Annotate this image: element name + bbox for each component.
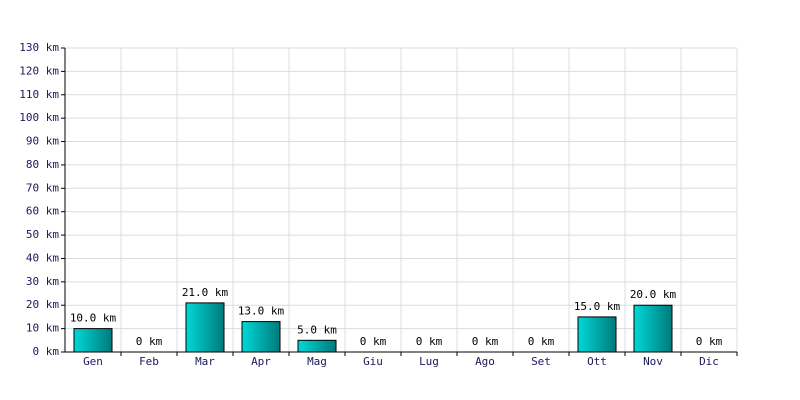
y-tick-label: 80 km: [26, 158, 59, 171]
value-label: 21.0 km: [182, 286, 229, 299]
value-label: 0 km: [472, 335, 499, 348]
x-tick-label: Giu: [363, 355, 383, 368]
value-label: 0 km: [360, 335, 387, 348]
x-tick-label: Dic: [699, 355, 719, 368]
x-tick-label: Feb: [139, 355, 159, 368]
y-tick-label: 110 km: [19, 88, 59, 101]
bar: [241, 321, 281, 353]
value-label: 0 km: [528, 335, 555, 348]
y-tick-label: 90 km: [26, 135, 59, 148]
y-tick-label: 70 km: [26, 181, 59, 194]
y-tick-label: 130 km: [19, 41, 59, 54]
y-tick-label: 100 km: [19, 111, 59, 124]
value-label: 0 km: [416, 335, 443, 348]
x-tick-label: Apr: [251, 355, 271, 368]
x-tick-label: Ott: [587, 355, 607, 368]
y-tick-label: 60 km: [26, 205, 59, 218]
value-label: 10.0 km: [70, 312, 117, 325]
y-tick-label: 120 km: [19, 64, 59, 77]
y-tick-label: 30 km: [26, 275, 59, 288]
value-label: 5.0 km: [297, 323, 337, 336]
bar: [577, 316, 617, 353]
x-tick-label: Lug: [419, 355, 439, 368]
x-tick-label: Ago: [475, 355, 495, 368]
value-label: 20.0 km: [630, 288, 677, 301]
x-tick-label: Mag: [307, 355, 327, 368]
value-label: 0 km: [696, 335, 723, 348]
y-tick-label: 20 km: [26, 298, 59, 311]
value-label: 15.0 km: [574, 300, 621, 313]
y-tick-label: 40 km: [26, 251, 59, 264]
value-label: 0 km: [136, 335, 163, 348]
y-tick-label: 0 km: [33, 345, 60, 358]
bar: [633, 304, 673, 353]
x-tick-label: Gen: [83, 355, 103, 368]
y-tick-label: 50 km: [26, 228, 59, 241]
value-label: 13.0 km: [238, 305, 285, 318]
x-tick-label: Nov: [643, 355, 663, 368]
y-tick-label: 10 km: [26, 322, 59, 335]
x-tick-label: Mar: [195, 355, 215, 368]
x-tick-label: Set: [531, 355, 551, 368]
bar: [185, 302, 225, 353]
bar: [73, 328, 113, 353]
bar: [297, 339, 337, 353]
